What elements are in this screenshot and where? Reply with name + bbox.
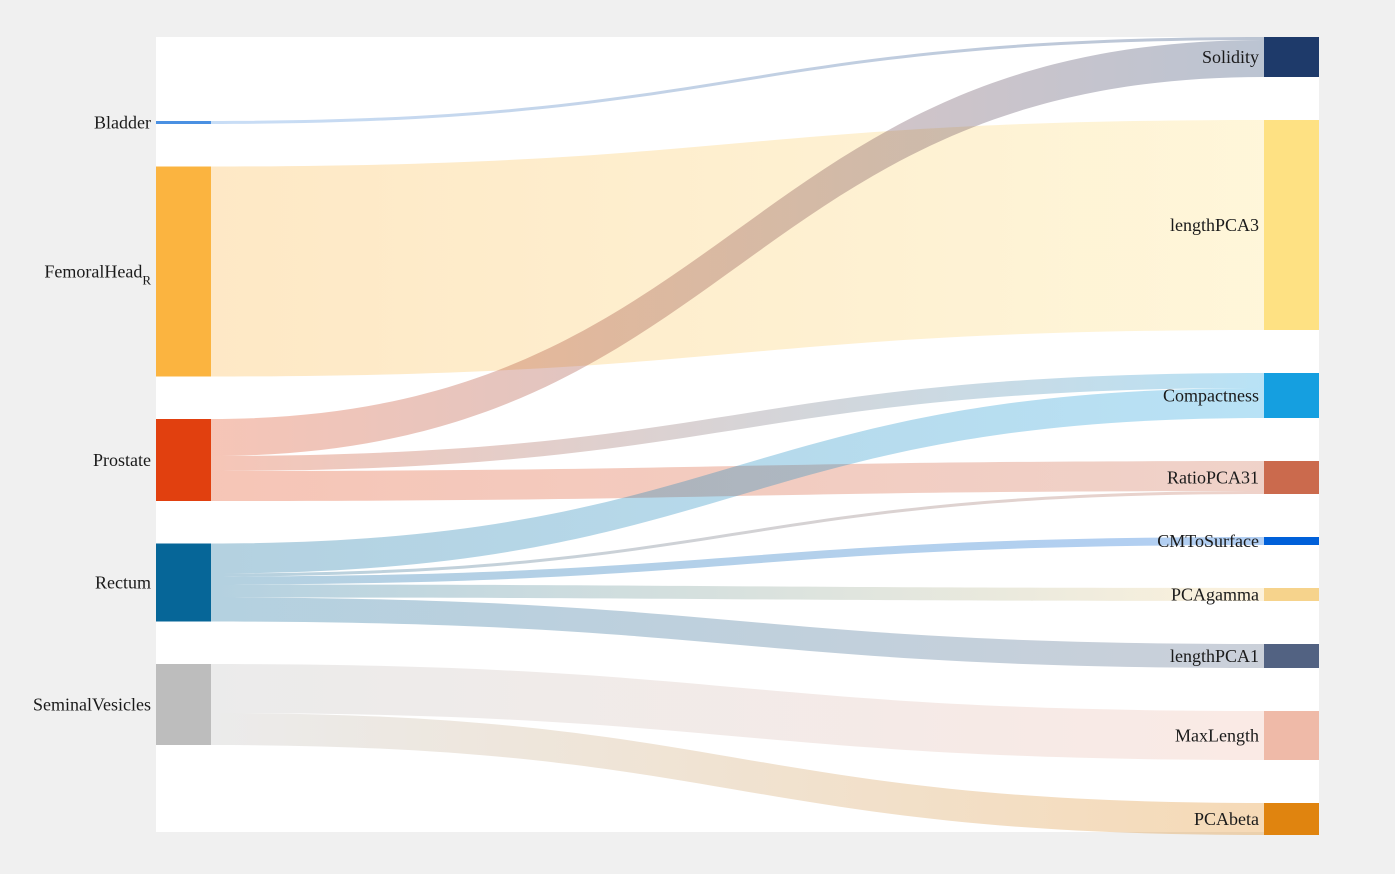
- link-bladder-to-solidity: [211, 37, 1264, 124]
- source-label-femoralhead_r: FemoralHeadR: [44, 262, 151, 288]
- target-node-ratiopca31: [1264, 461, 1319, 494]
- target-label-pcagamma: PCAgamma: [1171, 585, 1259, 605]
- link-rectum-to-lengthpca1: [211, 597, 1264, 668]
- target-node-pcabeta: [1264, 803, 1319, 835]
- source-node-bladder: [156, 121, 211, 124]
- source-label-rectum: Rectum: [95, 573, 151, 593]
- link-rectum-to-ratiopca31: [211, 491, 1264, 577]
- target-label-cmtosurface: CMToSurface: [1157, 531, 1259, 551]
- target-label-maxlength: MaxLength: [1175, 726, 1259, 746]
- target-label-lengthpca3: lengthPCA3: [1170, 215, 1259, 235]
- target-node-solidity: [1264, 37, 1319, 77]
- link-rectum-to-compactness: [211, 388, 1264, 574]
- link-prostate-to-solidity: [211, 40, 1264, 456]
- target-node-lengthpca3: [1264, 120, 1319, 330]
- target-node-lengthpca1: [1264, 644, 1319, 668]
- links-layer: [211, 37, 1264, 835]
- target-label-lengthpca1: lengthPCA1: [1170, 646, 1259, 666]
- target-label-pcabeta: PCAbeta: [1194, 809, 1259, 829]
- source-label-prostate: Prostate: [93, 450, 151, 470]
- source-label-bladder: Bladder: [94, 113, 151, 133]
- link-prostate-to-compactness: [211, 373, 1264, 471]
- labels-layer: Bladder FemoralHeadR Prostate Rectum Seminal…: [33, 47, 1259, 829]
- target-node-maxlength: [1264, 711, 1319, 760]
- link-seminalvesicles-to-maxlength: [211, 664, 1264, 760]
- target-label-ratiopca31: RatioPCA31: [1167, 468, 1259, 488]
- nodes-layer: [156, 37, 1319, 835]
- target-node-compactness: [1264, 373, 1319, 418]
- source-node-seminalvesicles: [156, 664, 211, 745]
- source-node-femoralhead_r: [156, 166, 211, 377]
- link-seminalvesicles-to-pcabeta: [211, 713, 1264, 835]
- link-rectum-to-pcagamma: [211, 584, 1264, 601]
- target-label-solidity: Solidity: [1202, 47, 1259, 67]
- source-node-prostate: [156, 419, 211, 501]
- link-rectum-to-cmtosurface: [211, 537, 1264, 585]
- target-node-cmtosurface: [1264, 537, 1319, 545]
- target-node-pcagamma: [1264, 588, 1319, 601]
- source-label-seminalvesicles: SeminalVesicles: [33, 695, 151, 715]
- source-node-rectum: [156, 543, 211, 622]
- target-label-compactness: Compactness: [1163, 386, 1259, 406]
